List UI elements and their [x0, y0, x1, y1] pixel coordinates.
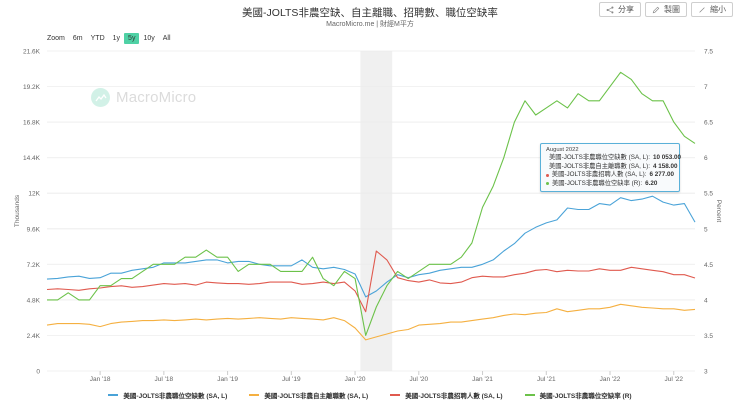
svg-text:Jul '19: Jul '19 — [282, 376, 301, 383]
range-5y-button[interactable]: 5y — [124, 33, 140, 44]
chart-subtitle: MacroMicro.me | 財經M平方 — [326, 21, 414, 28]
tooltip-date: August 2022 — [546, 147, 579, 153]
legend-label: 美國-JOLTS非農職位空缺數 (SA, L) — [123, 393, 228, 400]
svg-text:21.6K: 21.6K — [23, 49, 41, 56]
y-axis-right-title: Percent — [715, 200, 722, 223]
svg-text:Jan '20: Jan '20 — [345, 376, 366, 383]
watermark-text: MacroMicro — [116, 89, 197, 106]
svg-text:4: 4 — [704, 297, 708, 304]
svg-text:3.5: 3.5 — [704, 333, 713, 340]
macromicro-logo-icon — [91, 88, 110, 107]
legend: 美國-JOLTS非農職位空缺數 (SA, L) 美國-JOLTS非農自主離職數 … — [0, 390, 740, 400]
shrink-icon — [699, 6, 705, 13]
range-selector: Zoom 6m YTD 1y 5y 10y All — [47, 33, 175, 44]
svg-text:5: 5 — [704, 226, 708, 233]
svg-text:16.8K: 16.8K — [23, 120, 41, 127]
legend-label: 美國-JOLTS非農職位空缺率 (R) — [539, 393, 632, 400]
range-6m-button[interactable]: 6m — [72, 35, 83, 42]
svg-text:9.6K: 9.6K — [27, 226, 41, 233]
edit-chart-label: 製圖 — [664, 5, 680, 14]
svg-text:12K: 12K — [28, 191, 40, 198]
svg-text:7: 7 — [704, 84, 708, 91]
series-lines — [46, 71, 696, 341]
svg-text:7.5: 7.5 — [704, 49, 713, 56]
shrink-label: 縮小 — [710, 5, 726, 14]
svg-text:Jan '19: Jan '19 — [217, 376, 238, 383]
legend-swatch — [249, 394, 260, 396]
tooltip-row-value: 10 053.00 — [653, 154, 682, 161]
svg-text:7.2K: 7.2K — [27, 262, 41, 269]
zoom-label: Zoom — [47, 35, 65, 42]
svg-text:Jan '22: Jan '22 — [600, 376, 621, 383]
edit-chart-button[interactable]: 製圖 — [645, 2, 687, 17]
svg-text:5.5: 5.5 — [704, 191, 713, 198]
svg-text:4.5: 4.5 — [704, 262, 713, 269]
tooltip-row-value: 4 158.00 — [653, 162, 678, 170]
y-axis-left-title: Thousands — [14, 194, 21, 227]
legend-item-openings[interactable]: 美國-JOLTS非農職位空缺數 (SA, L) — [108, 390, 227, 400]
chart-title: 美國-JOLTS非農空缺、自主離職、招聘數、職位空缺率 — [242, 7, 498, 19]
svg-text:4.8K: 4.8K — [27, 297, 41, 304]
tooltip-row-value: 6 277.00 — [649, 171, 674, 178]
svg-text:3: 3 — [704, 369, 708, 376]
range-ytd-button[interactable]: YTD — [90, 35, 105, 42]
svg-text:Jul '20: Jul '20 — [410, 376, 429, 383]
svg-text:Jul '18: Jul '18 — [155, 376, 174, 383]
legend-item-hires[interactable]: 美國-JOLTS非農招聘人數 (SA, L) — [390, 390, 503, 400]
svg-text:Jul '21: Jul '21 — [537, 376, 556, 383]
toolbar: 分享 製圖 縮小 — [599, 2, 733, 17]
tooltip-row-rate: 美國-JOLTS非農職位空缺率 (R): 6.20 — [546, 180, 674, 189]
svg-text:Jul '22: Jul '22 — [664, 376, 683, 383]
legend-swatch — [524, 394, 535, 396]
legend-item-rate[interactable]: 美國-JOLTS非農職位空缺率 (R) — [524, 390, 632, 400]
x-axis: Jan '18 Jul '18 Jan '19 Jul '19 Jan '20 Jul '… — [90, 371, 683, 383]
tooltip-row-quits: 美國-JOLTS非農自主離職數 (SA, L): 4 158.00 — [546, 162, 678, 172]
tooltip-row-label: 美國-JOLTS非農自主離職數 (SA, L): — [549, 162, 650, 170]
svg-text:14.4K: 14.4K — [23, 155, 41, 162]
svg-text:0: 0 — [36, 369, 40, 376]
legend-label: 美國-JOLTS非農自主離職數 (SA, L) — [264, 393, 369, 400]
legend-item-quits[interactable]: 美國-JOLTS非農自主離職數 (SA, L) — [249, 390, 368, 400]
pencil-icon — [652, 6, 660, 13]
y-axis-right: 3 3.5 4 4.5 5 5.5 6 6.5 7 7.5 — [704, 49, 713, 376]
legend-swatch — [390, 394, 401, 396]
svg-text:Jan '21: Jan '21 — [472, 376, 493, 383]
svg-text:6.5: 6.5 — [704, 120, 713, 127]
range-all-button[interactable]: All — [162, 35, 171, 42]
tooltip-row-label: 美國-JOLTS非農職位空缺數 (SA, L): — [549, 154, 650, 161]
hires-dot-icon — [546, 173, 549, 177]
share-button[interactable]: 分享 — [599, 2, 641, 17]
svg-text:19.2K: 19.2K — [23, 84, 41, 91]
tooltip: August 2022 美國-JOLTS非農職位空缺數 (SA, L): 10 … — [540, 143, 681, 192]
range-1y-button[interactable]: 1y — [112, 35, 121, 42]
tooltip-row-openings: 美國-JOLTS非農職位空缺數 (SA, L): 10 053.00 — [546, 154, 681, 163]
rate-dot-icon — [546, 182, 549, 186]
svg-text:6: 6 — [704, 155, 708, 162]
svg-text:2.4K: 2.4K — [27, 333, 41, 340]
tooltip-row-hires: 美國-JOLTS非農招聘人數 (SA, L): 6 277.00 — [546, 171, 674, 180]
range-10y-button[interactable]: 10y — [143, 35, 155, 42]
y-axis-left: 0 2.4K 4.8K 7.2K 9.6K 12K 14.4K 16.8K 19.2K 21.6K — [23, 49, 41, 376]
recession-band — [360, 51, 393, 371]
legend-swatch — [108, 394, 119, 396]
shrink-button[interactable]: 縮小 — [691, 2, 733, 17]
svg-text:Jan '18: Jan '18 — [90, 376, 111, 383]
share-label: 分享 — [618, 5, 634, 14]
share-icon — [606, 6, 614, 13]
legend-label: 美國-JOLTS非農招聘人數 (SA, L) — [405, 393, 503, 400]
watermark: MacroMicro — [91, 88, 196, 107]
tooltip-row-label: 美國-JOLTS非農招聘人數 (SA, L): — [551, 171, 647, 178]
tooltip-row-value: 6.20 — [645, 179, 658, 187]
tooltip-row-label: 美國-JOLTS非農職位空缺率 (R): — [552, 179, 643, 187]
